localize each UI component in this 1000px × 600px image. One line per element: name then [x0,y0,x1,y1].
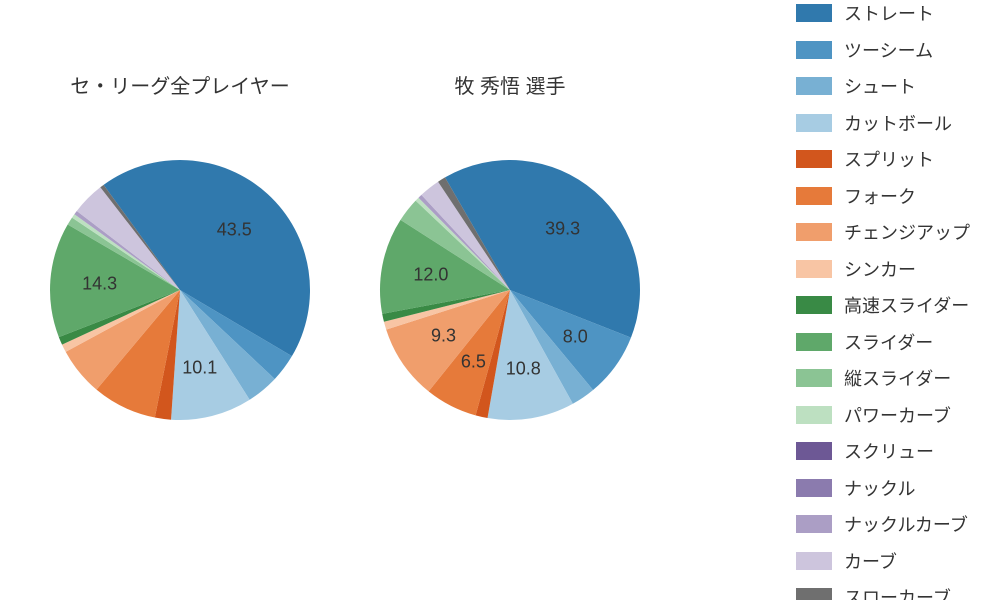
slice-label: 9.3 [431,325,456,346]
legend-item: シンカー [796,256,970,282]
slice-label: 10.8 [506,359,541,380]
chart-container: セ・リーグ全プレイヤー 43.5 10.1 14.3 牧 秀悟 選手 39.3 8.0 10.… [0,0,1000,600]
legend-label: スライダー [844,329,933,355]
legend-swatch [796,77,832,95]
slice-label: 39.3 [545,218,580,239]
legend-swatch [796,187,832,205]
legend-swatch [796,4,832,22]
legend-swatch [796,150,832,168]
slice-label: 14.3 [82,273,117,294]
legend-label: 高速スライダー [844,292,969,318]
legend-swatch [796,442,832,460]
legend-item: スライダー [796,329,970,355]
legend-swatch [796,515,832,533]
legend-item: ナックル [796,475,970,501]
legend-item: 縦スライダー [796,365,970,391]
legend-swatch [796,114,832,132]
legend-swatch [796,479,832,497]
legend-item: カーブ [796,548,970,574]
legend-item: シュート [796,73,970,99]
slice-label: 8.0 [563,327,588,348]
legend-swatch [796,588,832,600]
legend-label: スローカーブ [844,584,951,600]
legend-label: 縦スライダー [844,365,951,391]
legend-label: スプリット [844,146,934,172]
chart-title: 牧 秀悟 選手 [360,70,660,99]
legend-swatch [796,41,832,59]
legend-item: チェンジアップ [796,219,970,245]
legend-swatch [796,223,832,241]
legend-label: パワーカーブ [844,402,951,428]
legend-label: チェンジアップ [844,219,970,245]
legend-swatch [796,296,832,314]
legend-label: ツーシーム [844,37,933,63]
legend-label: シンカー [844,256,916,282]
legend-item: カットボール [796,110,970,136]
chart-title: セ・リーグ全プレイヤー [30,70,330,99]
legend-item: スローカーブ [796,584,970,600]
legend-label: カットボール [844,110,952,136]
legend-label: カーブ [844,548,897,574]
legend-label: シュート [844,73,916,99]
legend-swatch [796,369,832,387]
legend-swatch [796,333,832,351]
slice-label: 10.1 [182,358,217,379]
legend-item: 高速スライダー [796,292,970,318]
legend-item: パワーカーブ [796,402,970,428]
legend: ストレートツーシームシュートカットボールスプリットフォークチェンジアップシンカー… [796,0,970,600]
legend-label: フォーク [844,183,916,209]
legend-label: スクリュー [844,438,934,464]
slice-label: 6.5 [461,351,486,372]
slice-label: 43.5 [217,220,252,241]
pie-chart [378,158,642,422]
legend-label: ストレート [844,0,934,26]
legend-swatch [796,552,832,570]
legend-label: ナックルカーブ [844,511,968,537]
legend-item: スプリット [796,146,970,172]
legend-item: フォーク [796,183,970,209]
legend-item: ツーシーム [796,37,970,63]
legend-item: ストレート [796,0,970,26]
legend-label: ナックル [844,475,915,501]
slice-label: 12.0 [413,264,448,285]
legend-item: スクリュー [796,438,970,464]
legend-item: ナックルカーブ [796,511,970,537]
legend-swatch [796,260,832,278]
legend-swatch [796,406,832,424]
